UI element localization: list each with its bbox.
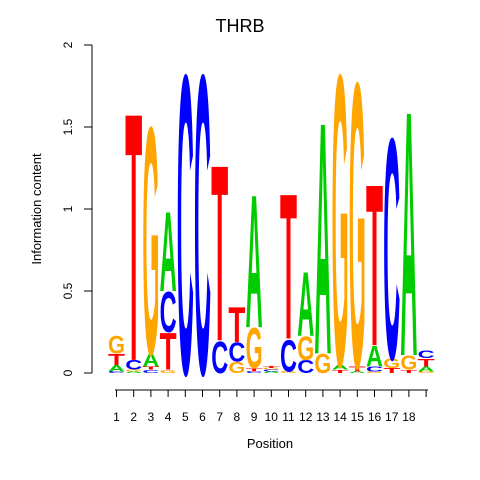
x-tick-label: 10 (265, 410, 279, 424)
logo-letter-t: T (332, 369, 349, 374)
logo-letter-t: T (108, 350, 125, 368)
logo-letter-g: G (108, 331, 125, 359)
logo-letter-c: C (177, 0, 194, 465)
logo-letter-g: G (142, 58, 159, 422)
x-tick-label: 6 (199, 410, 206, 424)
logo-letter-t: T (142, 366, 159, 371)
logo-letter-g: G (280, 371, 297, 374)
logo-letter-a: A (246, 154, 263, 367)
logo-letter-c: C (263, 369, 280, 372)
logo-letter-a: A (418, 365, 436, 373)
x-axis: 1 2 3 4 5 6 7 8 9 10 11 12 13 14 15 16 17 18 (113, 389, 428, 424)
logo-letter-g: G (366, 371, 383, 374)
x-tick-label: 16 (368, 410, 382, 424)
logo-letter-t: T (125, 40, 142, 436)
y-tick-label: 2 (61, 41, 75, 48)
x-tick-label: 7 (216, 410, 223, 424)
x-tick-label: 12 (299, 410, 313, 424)
x-tick-label: 14 (333, 410, 347, 424)
logo-letter-c: C (246, 371, 263, 374)
logo-letter-t: T (400, 369, 417, 374)
x-tick-label: 9 (251, 410, 258, 424)
logo-letter-t: T (383, 367, 401, 374)
y-tick-label: 0 (61, 369, 75, 376)
logo-letter-t: T (160, 322, 177, 381)
logo-letter-c: C (160, 281, 177, 345)
x-tick-label: 1 (113, 410, 120, 424)
logo-letter-t: T (228, 296, 245, 353)
x-tick-label: 11 (282, 410, 295, 424)
logo-letter-t: T (211, 112, 228, 393)
logo-letter-g: G (228, 360, 245, 378)
y-tick-label: 0.5 (61, 282, 75, 299)
logo-letter-t: T (366, 136, 383, 394)
logo-letter-a: A (125, 371, 142, 374)
x-axis-ticks: 1 2 3 4 5 6 7 8 9 10 11 12 13 14 15 16 17 18 (113, 390, 427, 424)
logo-letter-c: C (366, 365, 384, 373)
logo-letter-t: T (418, 356, 435, 369)
y-tick-label: 1 (61, 205, 75, 212)
logo-letter-c: C (211, 331, 228, 383)
y-axis: 0 0.5 1 1.5 2 (61, 41, 93, 376)
logo-letter-a: A (349, 371, 366, 374)
x-tick-label: 3 (148, 410, 155, 424)
x-tick-label: 4 (165, 410, 172, 424)
logo-letter-g: G (400, 351, 417, 374)
y-tick-label: 1.5 (61, 118, 75, 135)
logo-letter-a: A (332, 363, 350, 371)
logo-letter-t: T (280, 149, 297, 383)
logo-letter-c: C (418, 348, 435, 361)
y-axis-label: Information content (29, 153, 44, 265)
x-tick-label: 17 (385, 410, 399, 424)
x-tick-label: 2 (130, 410, 137, 424)
x-tick-label: 5 (182, 410, 189, 424)
logo-letter-a: A (366, 340, 383, 373)
logo-letter-a: A (314, 53, 331, 424)
chart-title: THRB (216, 16, 265, 36)
logo-letter-g: G (383, 355, 400, 371)
logo-letter-g: G (418, 371, 435, 374)
logo-letter-t: T (349, 366, 367, 373)
logo-letter-a: A (400, 37, 417, 429)
logo-letter-c: C (297, 357, 314, 377)
logo-letter-g: G (263, 368, 280, 371)
logo-letter-c: C (194, 0, 211, 465)
logo-letter-a: A (263, 371, 280, 374)
logo-letter-a: A (297, 253, 314, 356)
logo-letter-c: C (280, 330, 297, 382)
x-tick-label: 8 (234, 410, 241, 424)
logo-letter-g: G (125, 369, 142, 372)
logo-letter-g: G (160, 369, 177, 374)
x-tick-label: 13 (316, 410, 330, 424)
logo-letter-g: G (246, 318, 263, 381)
logo-letter-g: G (349, 0, 366, 454)
logo-letter-c: C (383, 73, 400, 426)
logo-letter-a: A (160, 187, 177, 316)
logo-letter-c: C (228, 338, 245, 368)
logo-letter-c: C (142, 369, 159, 374)
logo-letter-g: G (314, 350, 331, 380)
logo-letter-g: G (332, 0, 349, 454)
logo-letter-c: C (108, 371, 125, 374)
logo-letter-t: T (263, 366, 280, 369)
logo-letter-c: C (125, 358, 142, 373)
logo-letter-g: G (297, 330, 314, 368)
x-tick-label: 15 (351, 410, 365, 424)
x-tick-label: 18 (402, 410, 416, 424)
y-axis-ticks: 0 0.5 1 1.5 2 (61, 41, 92, 376)
logo-letter-t: T (246, 367, 263, 372)
logo-letter-a: A (142, 351, 159, 371)
logo-letter-a: A (108, 363, 125, 373)
x-axis-label: Position (247, 436, 293, 451)
